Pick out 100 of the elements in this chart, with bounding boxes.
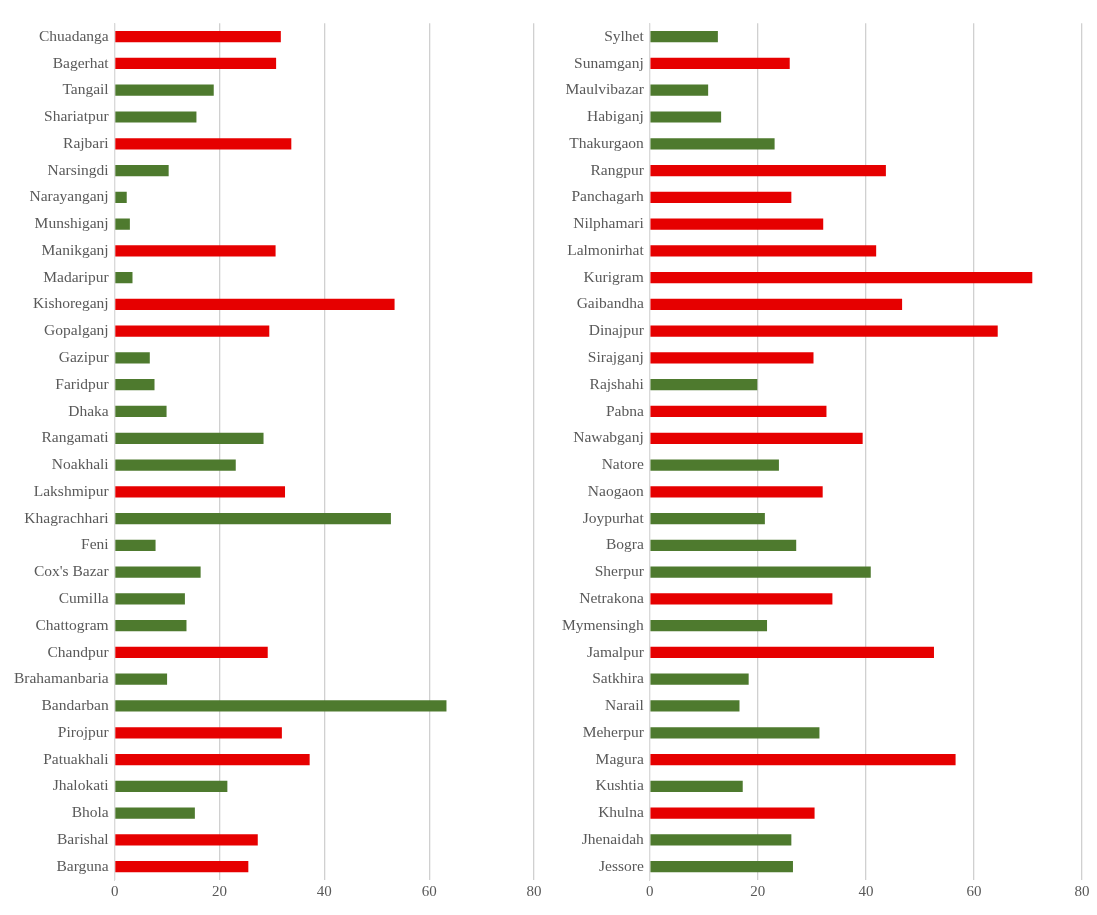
bar — [650, 138, 775, 150]
y-tick-label: Pabna — [605, 401, 644, 419]
bar — [115, 31, 281, 43]
bar — [650, 164, 886, 177]
y-tick-label: Gopalganj — [44, 321, 109, 339]
y-tick-label: Jhalokati — [52, 776, 110, 794]
y-tick-label: Dinajpur — [588, 321, 645, 339]
y-tick-label: Noakhali — [51, 455, 110, 473]
x-tick-label: 0 — [110, 882, 119, 899]
bar — [650, 700, 740, 712]
x-tick-label: 0 — [646, 882, 654, 899]
bar — [650, 646, 934, 659]
bar — [115, 807, 195, 819]
y-tick-label: Manikganj — [41, 240, 109, 258]
bar — [115, 111, 197, 123]
bar — [115, 646, 268, 659]
bar — [115, 834, 258, 846]
y-tick-label: Bogra — [605, 535, 644, 553]
bar — [650, 325, 998, 337]
bar — [650, 566, 871, 578]
bar — [650, 111, 722, 123]
y-tick-label: Narayanganj — [29, 187, 109, 205]
bar — [650, 512, 765, 525]
bar — [115, 84, 214, 96]
bar — [115, 218, 130, 230]
y-tick-label: Bhola — [71, 803, 109, 821]
y-tick-label: Chandpur — [47, 642, 110, 660]
bar — [115, 432, 264, 444]
y-tick-label: Bandarban — [41, 696, 109, 714]
bar — [115, 593, 185, 605]
x-tick-label: 60 — [421, 882, 437, 899]
y-tick-label: Sherpur — [594, 562, 645, 580]
bar — [650, 84, 709, 96]
bar — [115, 780, 228, 792]
bar — [650, 57, 790, 70]
bar — [650, 31, 718, 43]
y-tick-label: Faridpur — [55, 374, 110, 392]
y-tick-label: Sirajganj — [587, 348, 644, 366]
y-tick-label: Madaripur — [43, 267, 110, 285]
y-tick-label: Natore — [601, 455, 644, 473]
bar — [115, 620, 187, 632]
y-tick-label: Khagrachhari — [24, 508, 110, 526]
y-tick-label: Jamalpur — [586, 642, 645, 660]
y-tick-label: Magura — [595, 749, 644, 767]
y-tick-label: Sunamganj — [574, 53, 644, 71]
y-tick-label: Habiganj — [586, 107, 644, 125]
bar — [650, 459, 779, 471]
y-tick-label: Chattogram — [35, 615, 109, 633]
bar — [650, 379, 758, 391]
y-tick-label: Netrakona — [579, 588, 644, 606]
y-tick-label: Kishoreganj — [32, 294, 109, 312]
bar — [115, 138, 292, 150]
bar — [650, 780, 743, 792]
y-tick-label: Rangpur — [590, 160, 645, 178]
y-tick-label: Panchagarh — [571, 187, 645, 205]
bar — [650, 486, 823, 498]
x-tick-label: 20 — [212, 882, 227, 899]
bar — [650, 432, 863, 444]
y-tick-label: Barguna — [56, 856, 109, 874]
x-tick-label: 60 — [966, 882, 982, 899]
y-tick-label: Shariatpur — [44, 107, 110, 125]
y-tick-label: Thakurgaon — [569, 133, 645, 151]
y-tick-label: Meherpur — [582, 722, 645, 740]
bar — [650, 298, 903, 311]
bar — [115, 325, 270, 337]
bar — [115, 727, 282, 739]
bar — [650, 539, 797, 551]
bar — [115, 673, 168, 685]
bar — [115, 379, 155, 391]
y-tick-label: Jhenaidah — [581, 829, 645, 847]
x-tick-label: 80 — [526, 882, 542, 899]
x-tick-label: 40 — [858, 882, 874, 899]
bar — [650, 245, 877, 257]
bar — [650, 272, 1033, 284]
bar — [650, 405, 827, 418]
y-tick-label: Lakshmipur — [33, 481, 110, 499]
bar — [115, 352, 150, 364]
y-tick-label: Maulvibazar — [565, 80, 645, 98]
bar — [650, 753, 956, 766]
y-tick-label: Mymensingh — [561, 615, 645, 633]
y-tick-label: Munshiganj — [34, 214, 109, 232]
y-tick-label: Rangamati — [41, 428, 110, 446]
bar — [650, 673, 749, 685]
bar — [650, 352, 814, 364]
bar — [650, 191, 792, 203]
bar — [115, 860, 249, 873]
bar — [115, 512, 391, 525]
x-tick-label: 20 — [750, 882, 766, 899]
y-tick-label: Nilphamari — [573, 214, 645, 232]
y-tick-label: Sylhet — [604, 26, 645, 44]
x-tick-label: 80 — [1074, 882, 1090, 899]
y-tick-label: Naogaon — [587, 481, 645, 499]
y-tick-label: Brahamanbaria — [13, 669, 109, 687]
y-tick-label: Barishal — [57, 829, 109, 847]
y-tick-label: Nawabganj — [573, 428, 644, 446]
y-tick-label: Satkhira — [592, 669, 644, 687]
y-tick-label: Jessore — [599, 856, 644, 874]
y-tick-label: Rajbari — [63, 133, 110, 151]
bar — [650, 860, 793, 873]
bar — [115, 57, 277, 70]
